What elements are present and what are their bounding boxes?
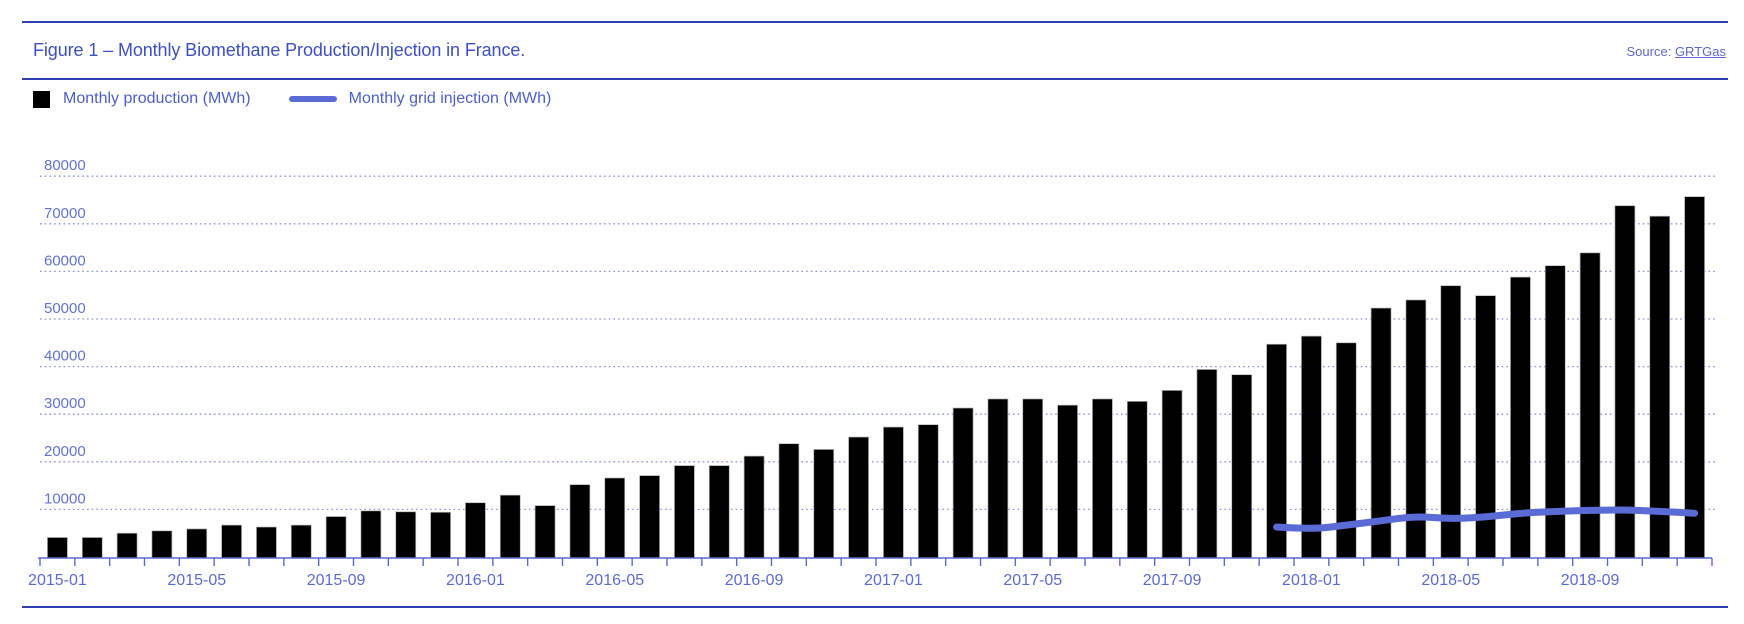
production-bar xyxy=(1161,390,1183,559)
y-axis-label: 80000 xyxy=(44,157,86,174)
x-axis-label: 2016-05 xyxy=(585,572,644,589)
production-bar xyxy=(465,502,486,559)
figure-title: Figure 1 – Monthly Biomethane Production… xyxy=(33,40,526,60)
production-bar xyxy=(674,465,695,559)
x-axis-label: 2018-05 xyxy=(1421,572,1480,589)
production-bar xyxy=(952,407,974,559)
chart-legend: Monthly production (MWh) Monthly grid in… xyxy=(33,90,551,108)
production-bar xyxy=(1022,398,1044,559)
production-bar xyxy=(151,530,173,559)
bottom-divider xyxy=(22,606,1728,608)
production-swatch-icon xyxy=(33,90,50,108)
x-axis-label: 2018-01 xyxy=(1282,572,1341,589)
x-axis-label: 2017-05 xyxy=(1003,572,1062,589)
production-bar xyxy=(430,511,451,559)
production-bar xyxy=(534,505,556,559)
production-bar xyxy=(499,494,521,559)
production-bar xyxy=(708,465,730,559)
production-bar xyxy=(47,537,68,559)
injection-line-swatch-icon xyxy=(288,96,337,102)
x-axis-label: 2017-01 xyxy=(864,572,923,589)
y-axis-label: 40000 xyxy=(44,348,86,365)
y-axis-label: 70000 xyxy=(44,205,86,222)
top-divider xyxy=(22,21,1728,23)
x-axis-label: 2015-01 xyxy=(28,572,87,589)
production-bar xyxy=(1092,398,1113,559)
legend-label-production: Monthly production (MWh) xyxy=(63,90,251,107)
grid-injection-line xyxy=(1273,506,1699,532)
production-bar xyxy=(743,455,765,559)
production-bar xyxy=(1196,369,1218,559)
x-axis-label: 2017-09 xyxy=(1143,572,1202,589)
legend-item-injection: Monthly grid injection (MWh) xyxy=(288,90,552,108)
production-bar xyxy=(848,436,869,559)
production-bar xyxy=(917,424,939,559)
production-bar xyxy=(1126,400,1148,559)
y-axis-label: 20000 xyxy=(44,443,86,460)
production-bar xyxy=(778,443,800,559)
source-link[interactable]: GRTGas xyxy=(1674,44,1726,59)
y-axis-label: 50000 xyxy=(44,300,86,317)
y-axis-label: 60000 xyxy=(44,252,86,269)
source-caption: Source: GRTGas xyxy=(1627,44,1726,59)
x-axis-label: 2018-09 xyxy=(1561,572,1620,589)
production-bar xyxy=(81,537,103,559)
legend-item-production: Monthly production (MWh) xyxy=(33,90,251,108)
production-bar xyxy=(1231,374,1253,559)
production-bar xyxy=(1057,404,1078,559)
production-bar xyxy=(883,426,904,559)
y-axis-label: 10000 xyxy=(44,490,86,507)
production-bar xyxy=(116,532,138,559)
legend-label-injection: Monthly grid injection (MWh) xyxy=(348,90,552,107)
x-axis-label: 2015-05 xyxy=(167,572,226,589)
y-axis-label: 30000 xyxy=(44,395,86,412)
x-axis-label: 2015-09 xyxy=(307,572,366,589)
production-bar xyxy=(1649,215,1671,559)
x-axis-label: 2016-09 xyxy=(725,572,784,589)
title-divider xyxy=(22,78,1728,80)
source-prefix: Source: xyxy=(1626,44,1675,59)
production-bar xyxy=(987,398,1009,559)
production-bar xyxy=(1684,196,1705,559)
production-bar xyxy=(813,449,835,559)
production-bar xyxy=(569,484,591,559)
production-bar xyxy=(1614,205,1636,559)
production-bar xyxy=(290,524,312,559)
production-bar xyxy=(256,526,277,559)
production-bar xyxy=(604,477,626,559)
production-bar xyxy=(639,475,660,559)
production-bar xyxy=(186,528,208,559)
production-bar xyxy=(360,510,382,559)
x-axis-label: 2016-01 xyxy=(446,572,505,589)
production-bar xyxy=(395,511,417,559)
production-bar xyxy=(325,516,347,559)
production-bar xyxy=(221,524,242,559)
